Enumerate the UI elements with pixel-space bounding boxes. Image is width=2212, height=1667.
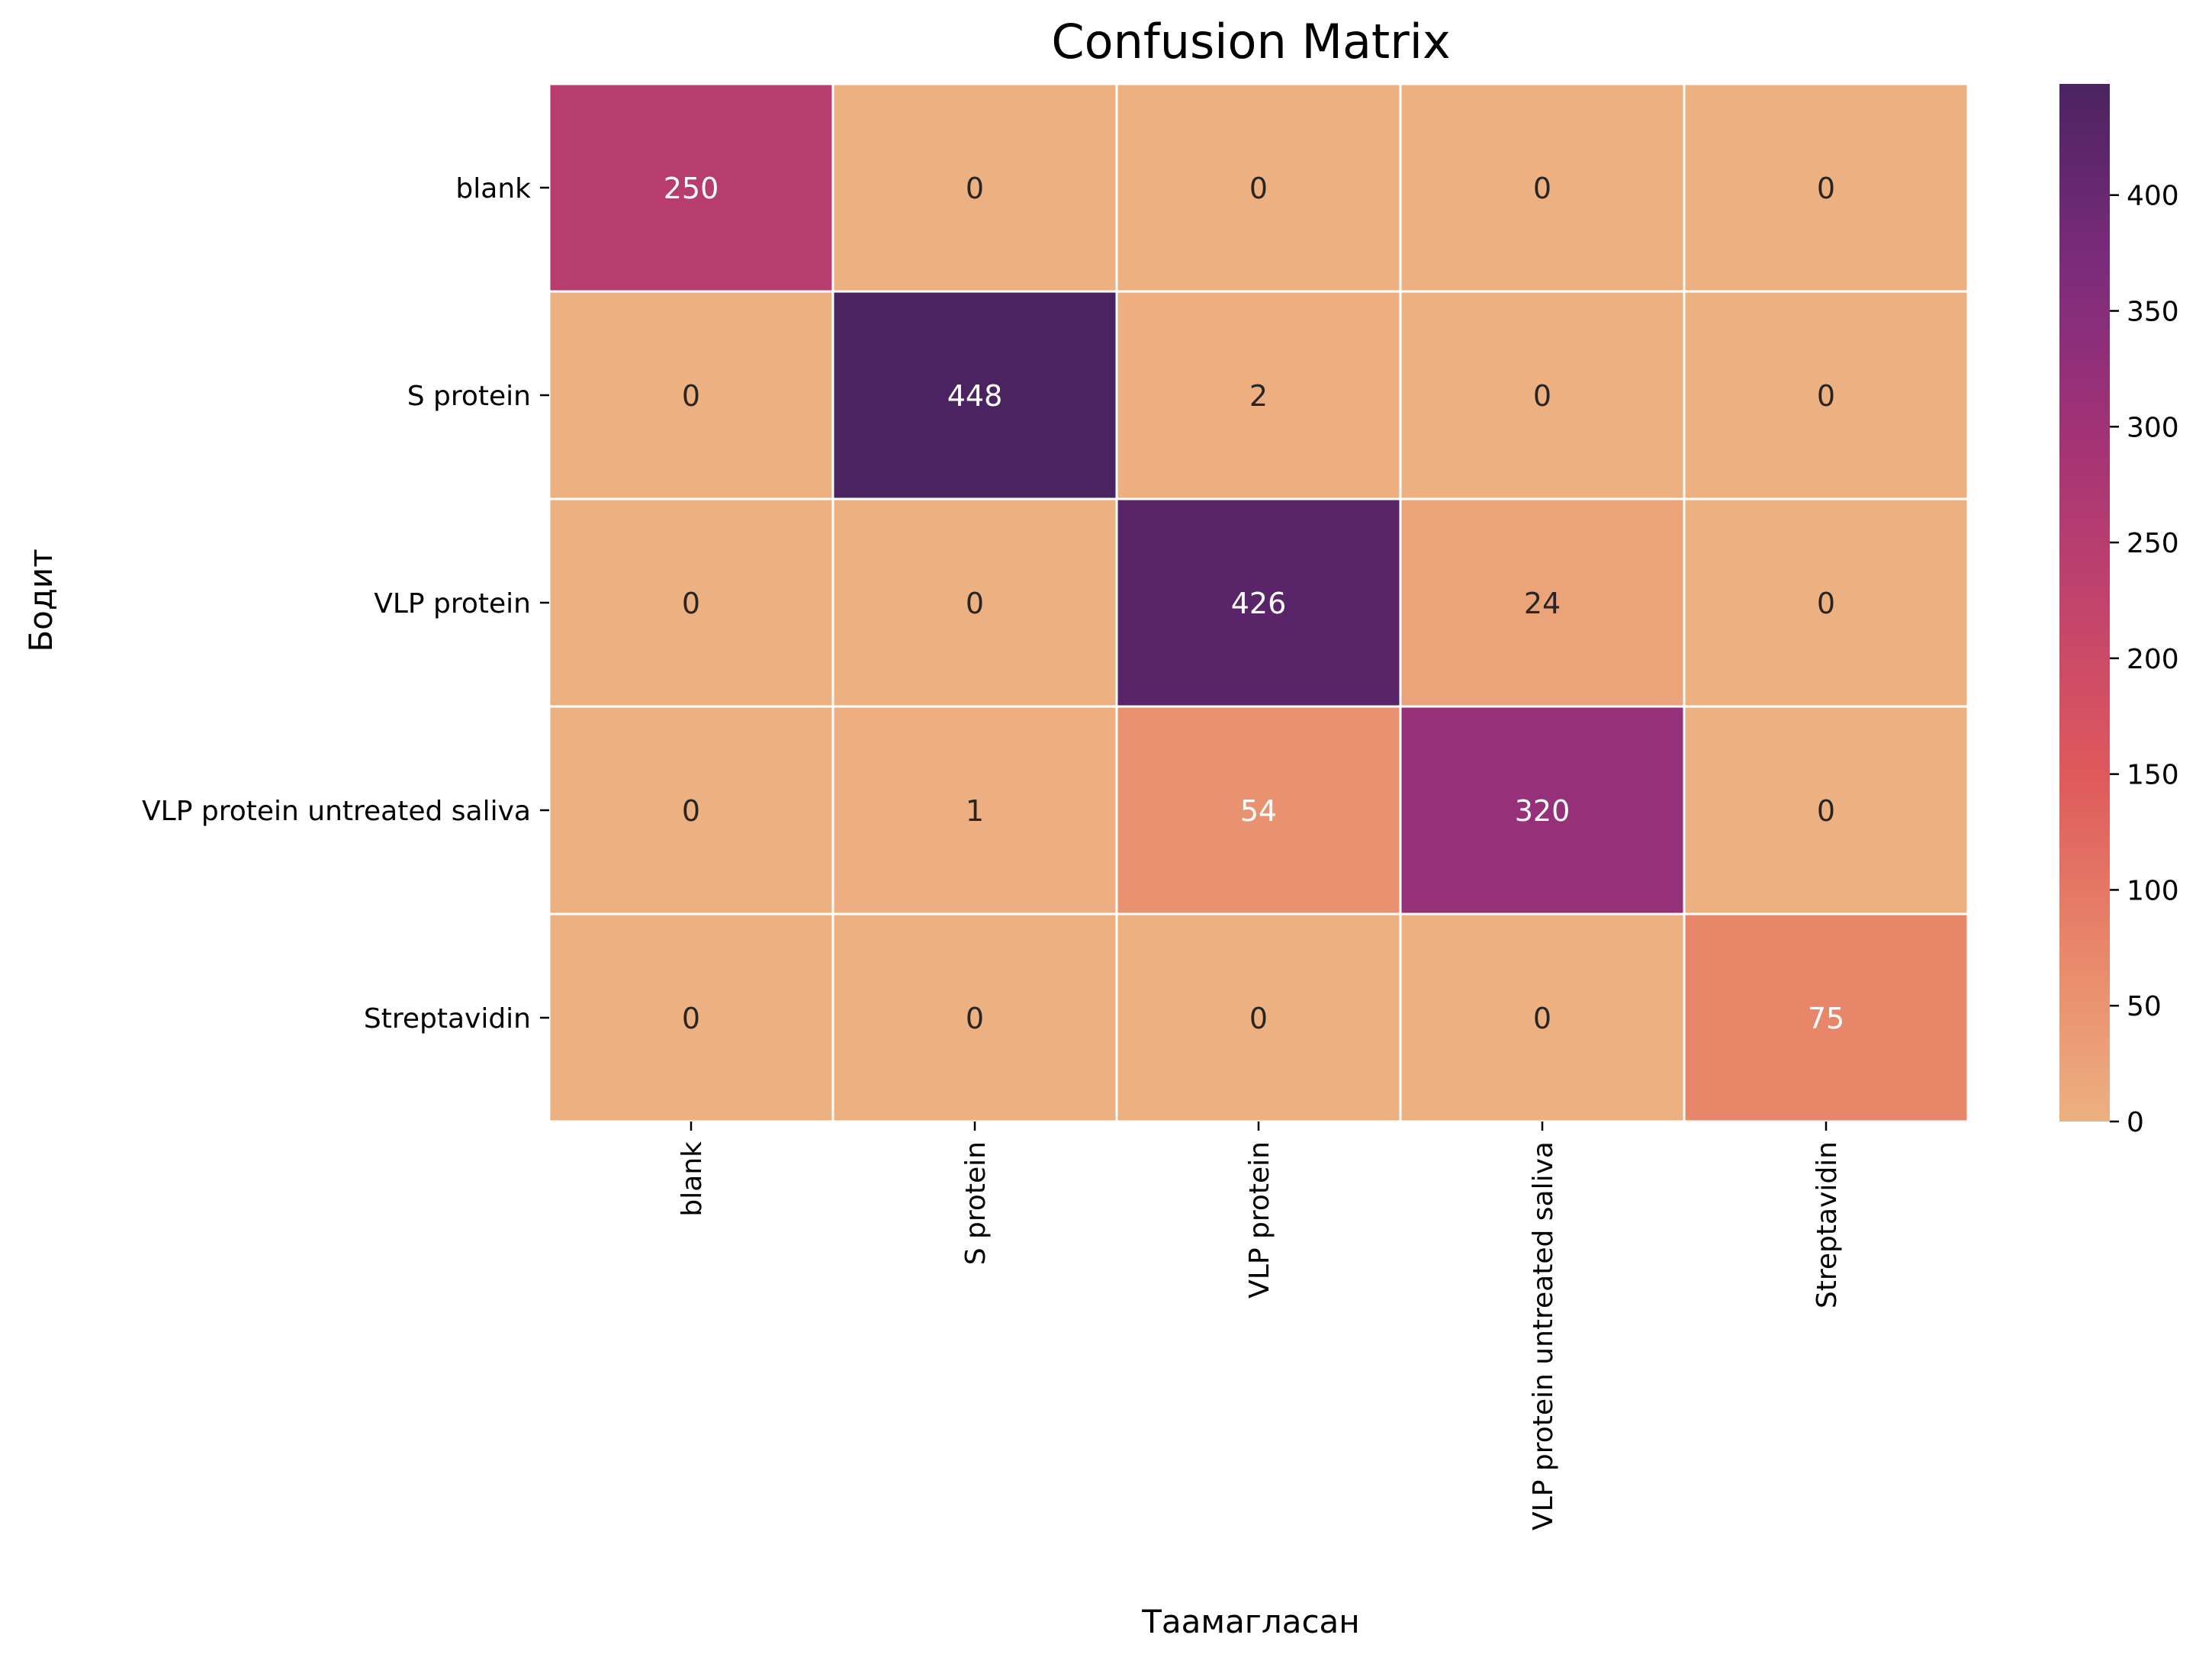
cell-value-label: 54 [1240, 794, 1277, 828]
heatmap-cell-r1-c2 [1115, 290, 1402, 500]
heatmap-cell-labels: 250 0 0 0 0 0 448 2 0 0 0 0 426 24 0 0 1 54 320 0 0 0 0 0 75 [664, 172, 1844, 1035]
y-axis: blank S protein VLP protein VLP protein unt… [142, 173, 549, 1035]
heatmap-cell-r0-c0 [548, 82, 834, 293]
x-tick-label-streptavidin: Streptavidin [1812, 1141, 1843, 1308]
cell-value-label: 426 [1231, 587, 1287, 620]
y-tick-label-vlp-protein-untreated-saliva: VLP protein untreated saliva [142, 796, 531, 827]
heatmap-cell-r4-c1 [831, 912, 1118, 1123]
cell-value-label: 448 [947, 379, 1003, 413]
cell-value-label: 0 [1533, 379, 1551, 413]
cell-value-label: 75 [1808, 1002, 1844, 1035]
heatmap-cell-r3-c3 [1399, 705, 1686, 916]
y-tick-label-s-protein: S protein [407, 381, 531, 412]
colorbar-tick-label: 150 [2127, 760, 2179, 791]
cell-value-label: 250 [664, 172, 719, 205]
cell-value-label: 2 [1249, 379, 1268, 413]
cell-value-label: 24 [1524, 587, 1561, 620]
cell-value-label: 0 [1817, 587, 1835, 620]
x-axis-label: Таамагласан [1141, 1603, 1360, 1640]
heatmap-cell-r4-c4 [1683, 912, 1969, 1123]
heatmap-cell-r2-c3 [1399, 497, 1686, 708]
y-axis-label: Бодит [22, 549, 59, 652]
colorbar-gradient [2059, 84, 2110, 1122]
cell-value-label: 0 [1533, 172, 1551, 205]
cell-value-label: 0 [966, 1002, 984, 1035]
x-tick-label-vlp-protein: VLP protein [1244, 1141, 1275, 1299]
cell-value-label: 0 [966, 587, 984, 620]
colorbar-tick-label: 50 [2127, 991, 2162, 1022]
y-tick-label-blank: blank [455, 173, 531, 204]
chart-title: Confusion Matrix [1051, 14, 1450, 69]
cell-value-label: 0 [1817, 172, 1835, 205]
y-tick-label-vlp-protein: VLP protein [374, 588, 531, 619]
heatmap-cell-r0-c4 [1683, 82, 1969, 293]
cell-value-label: 0 [966, 172, 984, 205]
colorbar-tick-label: 350 [2127, 297, 2179, 328]
cell-value-label: 320 [1515, 794, 1571, 828]
x-tick-label-s-protein: S protein [960, 1141, 992, 1265]
colorbar-tick-label: 400 [2127, 181, 2179, 212]
cell-value-label: 0 [1249, 1002, 1268, 1035]
cell-value-label: 0 [1249, 172, 1268, 205]
colorbar: 0 50 100 150 200 250 300 350 400 [2059, 84, 2179, 1138]
heatmap-cell-r3-c1 [831, 705, 1118, 916]
heatmap-cell-r2-c2 [1115, 497, 1402, 708]
cell-value-label: 0 [682, 587, 700, 620]
colorbar-tick-label: 300 [2127, 412, 2179, 443]
colorbar-tick-label: 0 [2127, 1107, 2144, 1138]
heatmap-cell-r2-c4 [1683, 497, 1969, 708]
heatmap-cell-r1-c0 [548, 290, 834, 500]
colorbar-tick-label: 250 [2127, 528, 2179, 559]
cell-value-label: 0 [1817, 379, 1835, 413]
heatmap-cell-r3-c4 [1683, 705, 1969, 916]
colorbar-tick-label: 100 [2127, 875, 2179, 906]
heatmap-cell-r0-c1 [831, 82, 1118, 293]
heatmap-cell-r4-c0 [548, 912, 834, 1123]
heatmap-cell-r4-c2 [1115, 912, 1402, 1123]
heatmap-cell-r3-c2 [1115, 705, 1402, 916]
x-tick-label-vlp-protein-untreated-saliva: VLP protein untreated saliva [1528, 1141, 1559, 1530]
y-tick-label-streptavidin: Streptavidin [364, 1003, 531, 1035]
x-tick-label-blank: blank [677, 1141, 708, 1217]
heatmap-cell-r0-c2 [1115, 82, 1402, 293]
heatmap-cell-r2-c1 [831, 497, 1118, 708]
cell-value-label: 0 [682, 794, 700, 828]
heatmap-cell-r1-c4 [1683, 290, 1969, 500]
heatmap-cells [548, 82, 1969, 1123]
colorbar-tick-label: 200 [2127, 644, 2179, 675]
cell-value-label: 0 [682, 379, 700, 413]
cell-value-label: 0 [1817, 794, 1835, 828]
cell-value-label: 1 [966, 794, 984, 828]
heatmap-cell-r0-c3 [1399, 82, 1686, 293]
cell-value-label: 0 [682, 1002, 700, 1035]
cell-value-label: 0 [1533, 1002, 1551, 1035]
x-axis: blank S protein VLP protein VLP protein unt… [677, 1122, 1843, 1530]
